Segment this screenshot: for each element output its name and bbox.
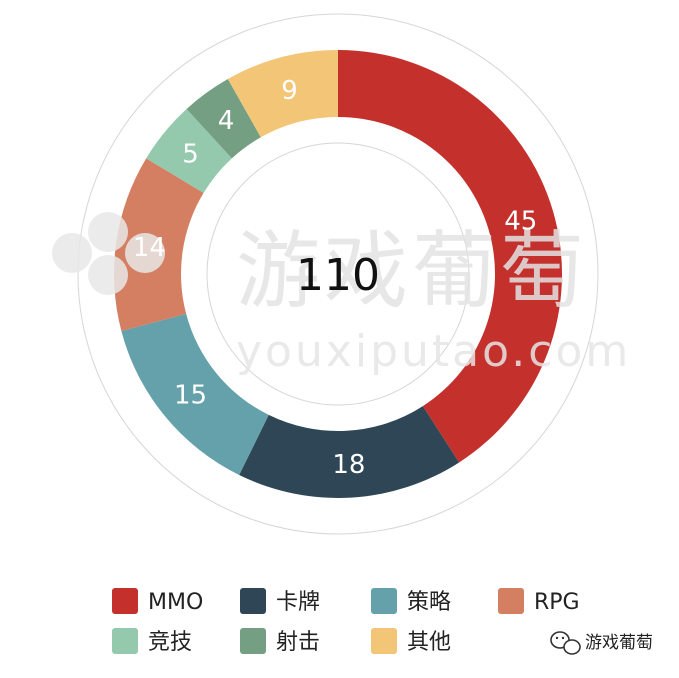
legend-label: 策略	[407, 590, 451, 615]
legend-swatch	[112, 588, 138, 614]
legend-swatch	[240, 588, 266, 614]
segment-labels: 45 18 15 14 54 9	[133, 76, 537, 480]
inner-ring	[206, 142, 470, 406]
watermark-en: youxiputao.com	[236, 326, 631, 377]
outer-ring	[77, 13, 599, 535]
donut-segment	[121, 313, 269, 476]
segment-value-label: 18	[332, 450, 365, 480]
watermark: 游戏葡萄 youxiputao.com	[52, 212, 631, 377]
segment-value-label: 45	[504, 206, 537, 236]
legend-swatch	[498, 588, 524, 614]
watermark-cn: 游戏葡萄	[236, 222, 588, 320]
segment-value-label: 9	[281, 76, 298, 106]
watermark-logo-dot	[88, 212, 128, 252]
legend-item: 其他	[371, 628, 451, 655]
legend-swatch	[371, 628, 397, 654]
legend-item: 竞技	[112, 628, 192, 655]
center-total: 110	[296, 250, 380, 301]
legend-item: 射击	[240, 628, 320, 655]
source-name: 游戏葡萄	[585, 633, 653, 653]
legend-label: 卡牌	[276, 590, 320, 615]
segment-value-label: 5	[182, 139, 199, 169]
segment-value-label: 4	[218, 106, 235, 136]
donut-segment	[227, 50, 338, 138]
legend-swatch	[112, 628, 138, 654]
legend-label: 射击	[276, 630, 320, 655]
source-badge: 游戏葡萄	[550, 631, 653, 655]
donut-segment	[239, 406, 460, 498]
legend-label: MMO	[148, 590, 203, 615]
watermark-logo-dot	[52, 233, 92, 273]
donut-segment	[146, 108, 232, 193]
legend: MMO 卡牌 策略 RPG 竞技 射击 其他	[112, 588, 580, 655]
legend-swatch	[240, 628, 266, 654]
legend-label: 竞技	[148, 630, 192, 655]
watermark-logo-dot	[125, 233, 165, 273]
legend-label: RPG	[534, 590, 580, 615]
donut-segment	[186, 78, 261, 159]
segment-value-label: 15	[174, 381, 207, 411]
watermark-logo-dot	[88, 255, 128, 295]
donut-segment	[338, 50, 563, 463]
segment-value-label: 14	[133, 233, 166, 263]
legend-item: 卡牌	[240, 588, 320, 615]
legend-item: 策略	[371, 588, 451, 615]
wechat-icon	[550, 631, 581, 655]
legend-label: 其他	[407, 630, 451, 655]
legend-swatch	[371, 588, 397, 614]
legend-item: RPG	[498, 588, 580, 615]
legend-item: MMO	[112, 588, 203, 615]
